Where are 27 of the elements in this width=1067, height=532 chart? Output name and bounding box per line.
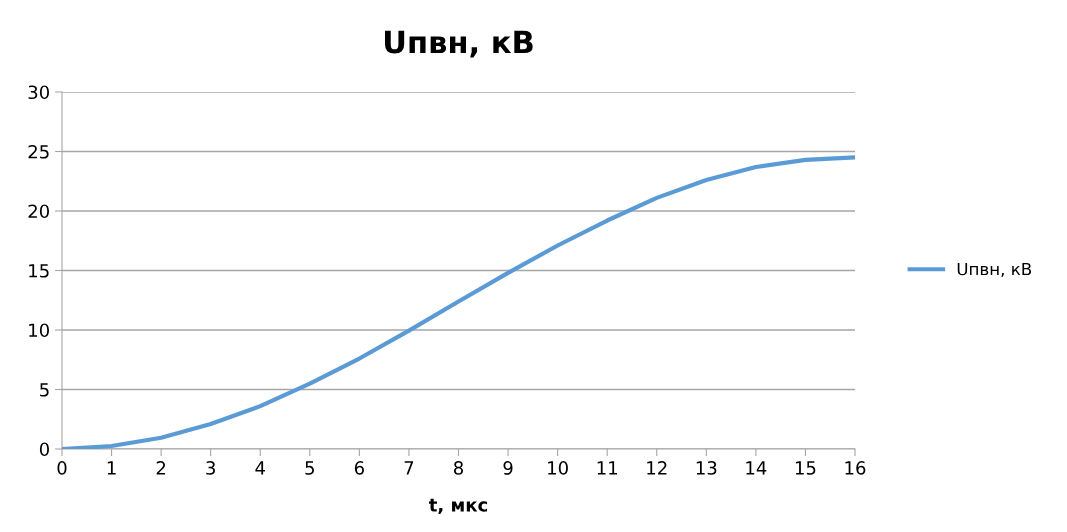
- x-tick-label: 6: [354, 461, 364, 475]
- y-tick-label: 0: [39, 442, 49, 457]
- x-tick-label: 11: [597, 461, 618, 475]
- x-tick-label: 8: [453, 461, 464, 475]
- x-tick-label: 16: [845, 461, 866, 475]
- y-tick-label: 20: [28, 204, 49, 219]
- y-tick-label: 15: [29, 264, 49, 278]
- x-tick-label: 15: [795, 461, 816, 475]
- y-tick-label: 30: [28, 85, 49, 100]
- chart-title: Uпвн, кВ: [384, 30, 533, 58]
- x-tick-label: 3: [206, 461, 215, 475]
- legend-label: Uпвн, кВ: [957, 262, 1032, 278]
- y-tick-label: 10: [29, 323, 49, 338]
- y-tick-label: 5: [40, 383, 49, 397]
- x-axis-title: t, мкс: [428, 498, 488, 515]
- x-tick-label: 14: [746, 461, 767, 475]
- y-tick-label: 25: [28, 144, 49, 159]
- x-tick-label: 13: [696, 461, 717, 475]
- x-tick-label: 12: [647, 461, 667, 475]
- x-tick-label: 7: [404, 461, 414, 475]
- x-tick-label: 10: [548, 461, 568, 475]
- x-tick-label: 1: [107, 461, 116, 475]
- x-tick-label: 0: [57, 461, 67, 475]
- x-tick-label: 2: [156, 461, 166, 475]
- x-tick-label: 5: [305, 461, 314, 475]
- x-tick-label: 4: [255, 461, 265, 475]
- x-tick-label: 9: [503, 461, 513, 475]
